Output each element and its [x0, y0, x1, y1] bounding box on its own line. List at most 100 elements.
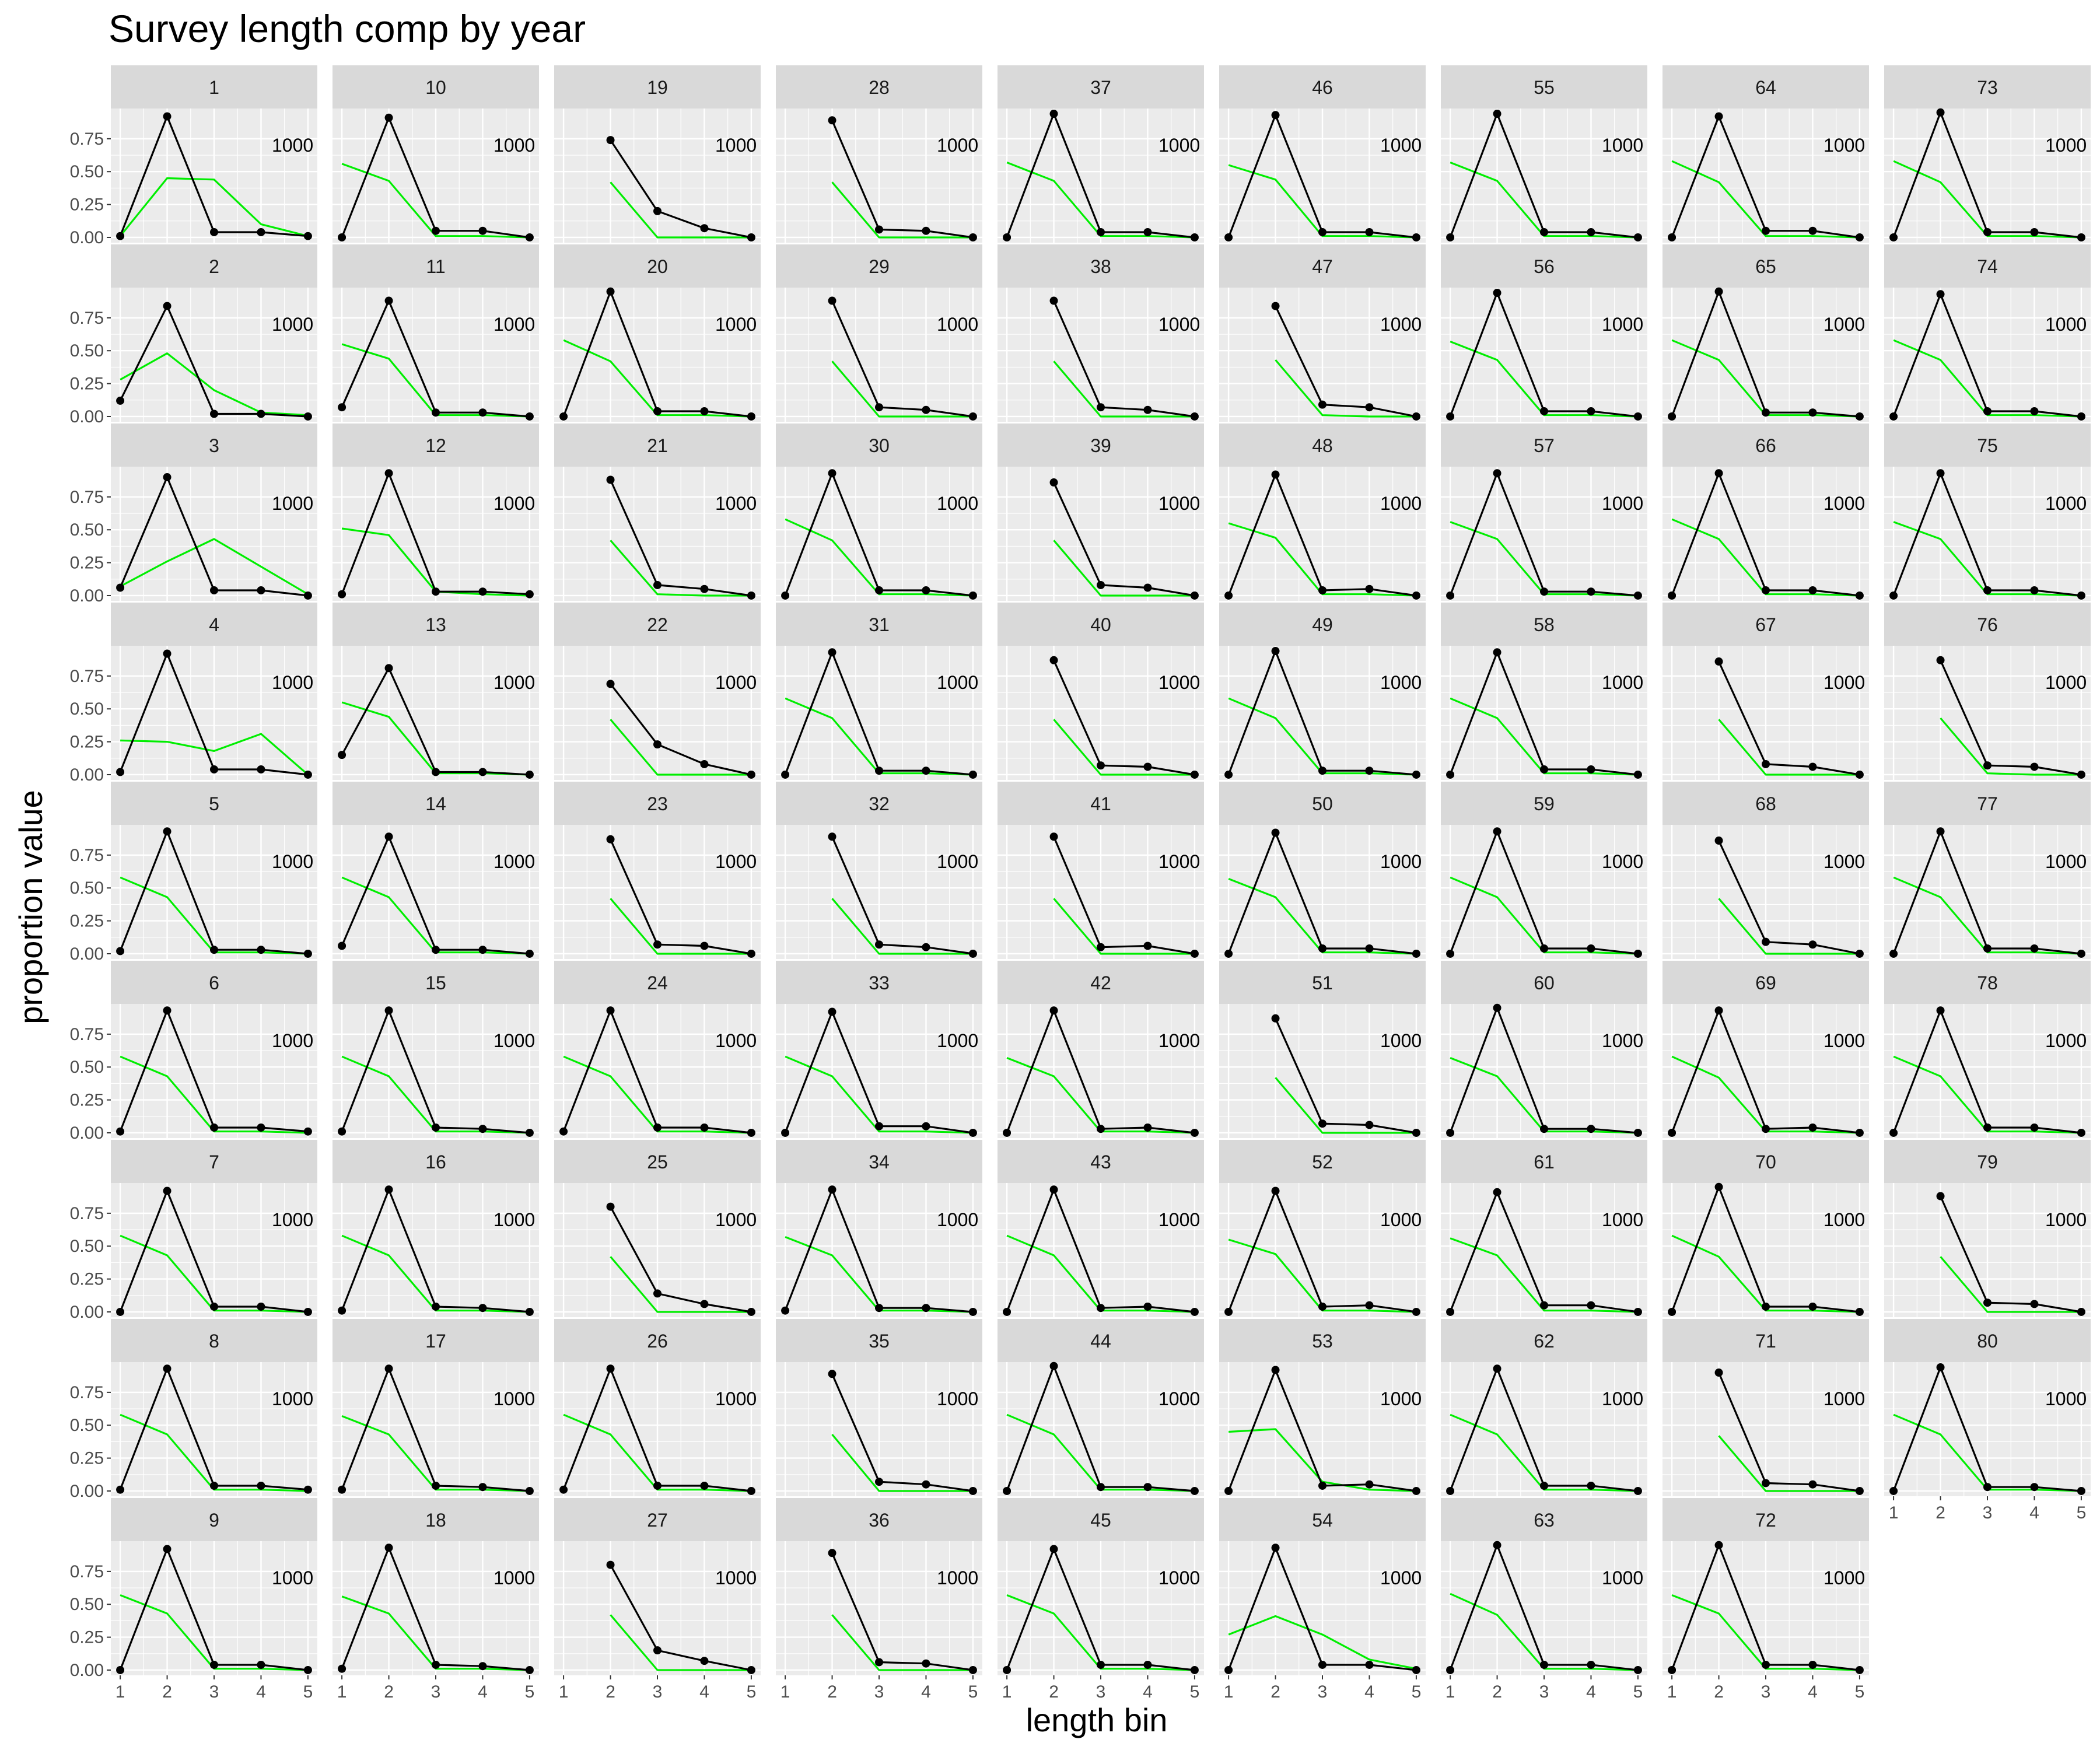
- facet-strip: [332, 65, 539, 108]
- observed-point: [1540, 944, 1548, 953]
- x-tick-label: 3: [653, 1682, 663, 1702]
- x-tick-label: 5: [747, 1682, 757, 1702]
- facet-strip: [1219, 1319, 1426, 1362]
- observed-point: [1855, 412, 1864, 421]
- observed-point: [828, 1370, 836, 1378]
- observed-point: [1365, 1301, 1374, 1310]
- expected-series-line: [785, 1055, 973, 1134]
- observed-point: [1097, 1125, 1105, 1133]
- observed-point: [1540, 407, 1548, 415]
- observed-point: [1318, 1660, 1326, 1669]
- observed-point: [1224, 233, 1233, 242]
- facet-strip: [1219, 65, 1426, 108]
- observed-point: [1493, 648, 1502, 657]
- facet-strip: [1662, 603, 1869, 646]
- observed-point: [1808, 1123, 1817, 1132]
- observed-series-line: [1718, 1372, 1860, 1492]
- observed-point: [1365, 584, 1374, 593]
- observed-point: [1587, 944, 1595, 953]
- x-tick-label: 2: [1270, 1682, 1280, 1702]
- sample-size-label: 1000: [1158, 851, 1200, 872]
- facet-strip-label: 3: [209, 435, 219, 456]
- observed-point: [1587, 587, 1595, 596]
- facet-panel-52: 52 1000: [1219, 1140, 1426, 1317]
- sample-size-label: 1000: [494, 1030, 535, 1051]
- observed-point: [2030, 228, 2039, 236]
- sample-size-label: 1000: [494, 314, 535, 335]
- facet-strip-label: 73: [1977, 77, 1998, 98]
- observed-point: [1493, 1003, 1502, 1012]
- facet-strip: [111, 244, 317, 288]
- y-tick-label: 0.50: [70, 699, 104, 719]
- facet-strip-label: 58: [1534, 614, 1555, 635]
- facet-strip-label: 9: [209, 1510, 219, 1531]
- observed-point: [525, 1665, 534, 1674]
- facet-strip: [554, 424, 761, 467]
- facet-panel-17: 17 1000: [332, 1319, 539, 1496]
- observed-point: [1587, 407, 1595, 415]
- expected-series-line: [610, 1614, 751, 1671]
- observed-point: [1808, 1302, 1817, 1311]
- observed-point: [384, 296, 393, 305]
- facet-strip: [332, 603, 539, 646]
- y-tick-label: 0.25: [70, 195, 104, 215]
- observed-point: [1936, 656, 1945, 664]
- facet-strip-label: 62: [1534, 1331, 1555, 1352]
- expected-series-line: [341, 163, 530, 239]
- observed-point: [781, 1128, 790, 1137]
- observed-point: [1412, 1665, 1420, 1674]
- facet-strip-label: 14: [425, 793, 446, 814]
- observed-point: [116, 396, 125, 405]
- observed-point: [257, 1302, 265, 1311]
- expected-series-line: [610, 1256, 751, 1313]
- facet-panel-46: 46 1000: [1219, 65, 1426, 243]
- facet-strip-label: 28: [869, 77, 890, 98]
- observed-point: [163, 1186, 172, 1195]
- x-tick-label: 4: [1143, 1682, 1153, 1702]
- y-tick-label: 0.25: [70, 912, 104, 931]
- observed-point: [1003, 1307, 1012, 1316]
- facet-panel-80: 80 1 2 3 4 5 1000: [1884, 1319, 2091, 1522]
- observed-point: [1540, 1125, 1548, 1133]
- facet-strip: [776, 244, 982, 288]
- observed-point: [700, 1123, 709, 1132]
- observed-point: [1003, 1486, 1012, 1495]
- observed-point: [653, 740, 662, 749]
- observed-point: [1190, 1307, 1199, 1316]
- observed-point: [747, 949, 755, 958]
- facet-strip-label: 35: [869, 1331, 890, 1352]
- observed-point: [968, 233, 977, 242]
- x-tick-label: 2: [1714, 1682, 1724, 1702]
- observed-point: [210, 1660, 218, 1669]
- observed-point: [1318, 1119, 1326, 1128]
- facet-strip: [1219, 961, 1426, 1004]
- facet-strip-label: 76: [1977, 614, 1998, 635]
- observed-point: [1587, 765, 1595, 774]
- observed-point: [968, 770, 977, 779]
- facet-panel-47: 47 1000: [1219, 244, 1426, 422]
- sample-size-label: 1000: [1602, 1030, 1643, 1051]
- observed-point: [1855, 233, 1864, 242]
- observed-point: [1318, 1302, 1326, 1311]
- observed-point: [1412, 412, 1420, 421]
- facet-strip: [1441, 424, 1647, 467]
- observed-point: [1190, 770, 1199, 779]
- y-tick-label: 0.25: [70, 1091, 104, 1110]
- y-tick-label: 0.25: [70, 733, 104, 752]
- observed-point: [1143, 1660, 1152, 1669]
- observed-point: [1540, 1481, 1548, 1490]
- observed-point: [303, 1127, 312, 1136]
- observed-point: [1889, 949, 1898, 958]
- facet-strip: [554, 782, 761, 825]
- observed-point: [1049, 1362, 1058, 1370]
- observed-point: [1855, 1486, 1864, 1495]
- facet-panel-22: 22 1000: [554, 603, 761, 780]
- observed-point: [828, 296, 836, 305]
- sample-size-label: 1000: [2045, 1209, 2087, 1230]
- facet-strip-label: 37: [1090, 77, 1111, 98]
- observed-point: [1808, 226, 1817, 235]
- observed-series-line: [610, 1206, 752, 1313]
- observed-series-line: [1718, 840, 1860, 955]
- facet-panel-77: 77 1000: [1884, 782, 2091, 959]
- observed-point: [432, 946, 440, 954]
